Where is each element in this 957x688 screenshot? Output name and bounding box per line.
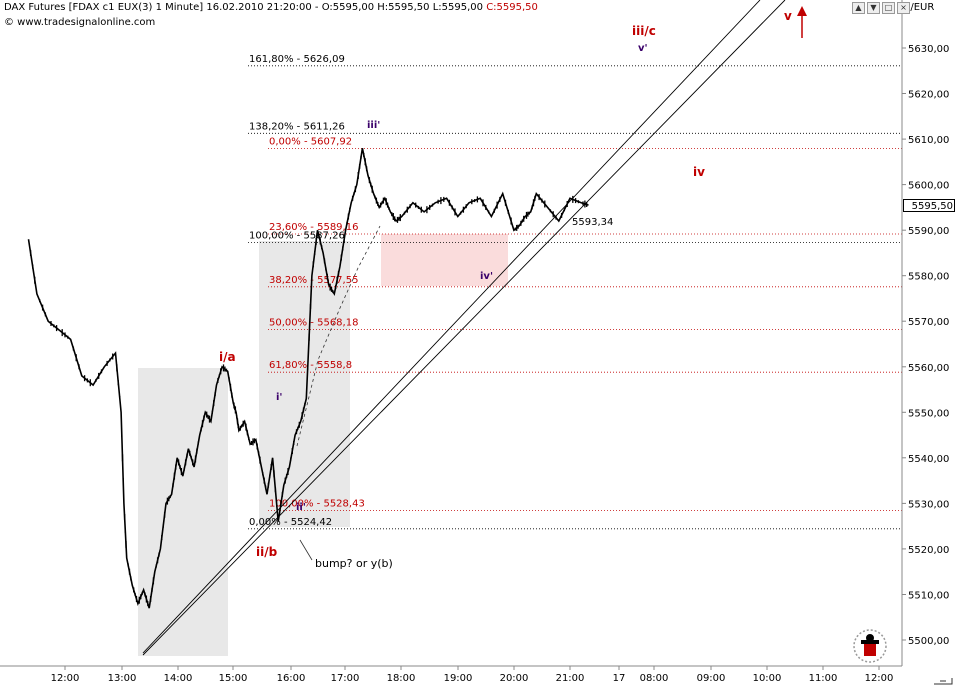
maximize-icon[interactable]: □ (882, 2, 895, 14)
wave-box-i (138, 368, 228, 656)
wave-box-iv (381, 234, 508, 286)
trendline-lower (142, 0, 786, 656)
wave-label: iv' (480, 271, 493, 282)
y-tick-label: 5550,00 (908, 408, 949, 419)
fib-level-label: 0,00% - 5524,42 (249, 517, 332, 528)
instrument-name: DAX Futures [FDAX c1 EUX(3) (4, 2, 153, 13)
scroll-up-icon[interactable]: ▲ (852, 2, 865, 14)
wave-label: i/a (219, 350, 236, 364)
x-tick-label: 08:00 (640, 673, 669, 684)
wave-label: iii/c (632, 24, 656, 38)
tradesignal-logo-icon (853, 629, 887, 663)
fib-level-label: 0,00% - 5607,92 (269, 137, 352, 148)
y-tick-label: 5600,00 (908, 181, 949, 192)
currency-label: €/EUR (904, 2, 935, 13)
y-tick-label: 5500,00 (908, 636, 949, 647)
fib-level-label: 61,80% - 5558,8 (269, 360, 352, 371)
x-tick-label: 10:00 (753, 673, 782, 684)
x-tick-label: 12:00 (51, 673, 80, 684)
up-arrow-icon (797, 6, 807, 38)
fibonacci-levels: 161,80% - 5626,09 138,20% - 5611,26 0,00% … (248, 54, 902, 530)
y-tick-label: 5580,00 (908, 272, 949, 283)
interval: 1 Minute] (155, 2, 204, 13)
fib-level-label: 138,20% - 5611,26 (249, 121, 345, 132)
fib-level-label: 161,80% - 5626,09 (249, 54, 345, 65)
bump-pointer (299, 539, 313, 561)
x-tick-label: 13:00 (108, 673, 137, 684)
x-tick-label: 16:00 (277, 673, 306, 684)
fib-level-label: 100,00% - 5587,26 (249, 231, 345, 242)
close-icon[interactable]: × (897, 2, 910, 14)
fib-level-label: 50,00% - 5568,18 (269, 318, 358, 329)
wave-label: bump? or y(b) (315, 557, 393, 570)
wave-label: i' (276, 392, 283, 403)
wave-label: 5593,34 (572, 217, 613, 228)
wave-label: iv (693, 165, 705, 179)
fib-level-label: 100,00% - 5528,43 (269, 499, 365, 510)
y-tick-label: 5620,00 (908, 90, 949, 101)
wave-label: v (784, 9, 792, 23)
chart-header: DAX Futures [FDAX c1 EUX(3) 1 Minute] 16… (4, 2, 538, 13)
x-tick-label: 17:00 (331, 673, 360, 684)
wave-label: iii' (367, 120, 380, 131)
price-series-line (27, 148, 589, 609)
y-tick-label: 5630,00 (908, 44, 949, 55)
x-tick-label: 12:00 (865, 673, 894, 684)
fib-level-label: 38,20% - 5577,55 (269, 275, 358, 286)
close-value: C:5595,50 (486, 2, 538, 13)
ohlc-values: - O:5595,00 H:5595,50 L:5595,00 (314, 2, 484, 13)
trend-channel (142, 0, 786, 656)
y-axis: 5630,00 5620,00 5610,00 5600,00 5590,00 5580,… (902, 44, 949, 647)
y-tick-label: 5510,00 (908, 591, 949, 602)
plot-area[interactable] (0, 0, 902, 666)
x-tick-label: 18:00 (387, 673, 416, 684)
x-tick-label: 17 (613, 673, 626, 684)
y-tick-label: 5560,00 (908, 363, 949, 374)
wave-label: v' (638, 43, 648, 54)
x-tick-label: 09:00 (697, 673, 726, 684)
y-tick-label: 5540,00 (908, 454, 949, 465)
y-tick-label: 5530,00 (908, 499, 949, 510)
window-controls: ▲ ▼ □ × (852, 2, 910, 14)
y-tick-label: 5520,00 (908, 545, 949, 556)
resize-handle-icon[interactable] (932, 676, 954, 686)
x-tick-label: 21:00 (556, 673, 585, 684)
copyright: © www.tradesignalonline.com (4, 17, 156, 28)
wave-label: ii/b (256, 545, 278, 559)
current-price-badge: 5595,50 (903, 199, 955, 212)
y-tick-label: 5590,00 (908, 226, 949, 237)
y-tick-label: 5570,00 (908, 317, 949, 328)
x-tick-label: 15:00 (219, 673, 248, 684)
timestamp: 16.02.2010 21:20:00 (206, 2, 312, 13)
y-tick-label: 5610,00 (908, 135, 949, 146)
scroll-down-icon[interactable]: ▼ (867, 2, 880, 14)
wave-label: ii' (296, 502, 306, 513)
trendline-upper (142, 0, 761, 654)
dashed-projection (296, 225, 381, 447)
fib-level-label: 23,60% - 5589,16 (269, 222, 358, 233)
x-tick-label: 19:00 (444, 673, 473, 684)
x-tick-label: 20:00 (500, 673, 529, 684)
x-tick-label: 14:00 (164, 673, 193, 684)
x-tick-label: 11:00 (809, 673, 838, 684)
wave-annotations: i/a ii/b iii/c iv v i' ii' iii' iv' v' bump? or y(… (219, 9, 792, 570)
x-axis: 12:00 13:00 14:00 15:00 16:00 17:00 18:00 19:00… (51, 666, 894, 684)
